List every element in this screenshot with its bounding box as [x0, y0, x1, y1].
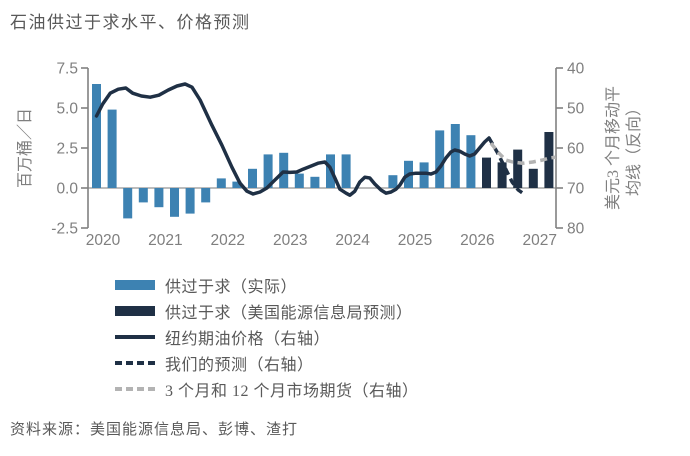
y-left-tick-label: 2.5	[56, 141, 78, 158]
legend-swatch-bar-light	[115, 280, 155, 290]
legend-label: 纽约期油价格（右轴）	[165, 331, 331, 348]
bar-actual	[466, 135, 476, 188]
bar-actual	[388, 175, 398, 188]
y-left-tick-label: 0.0	[56, 181, 78, 198]
chart-title: 石油供过于求水平、价格预测	[10, 13, 251, 32]
legend-item-0: 供过于求（实际）	[115, 272, 419, 298]
right-axis-title: 美元3 个月移动平 均线（反向）	[604, 86, 643, 210]
y-right-tick-label: 60	[567, 141, 585, 158]
y-left-tick-label: 5.0	[56, 101, 78, 118]
bar-actual	[201, 188, 211, 203]
wti-price-line	[94, 82, 491, 197]
x-tick-label: 2022	[211, 232, 245, 249]
y-left-tick-label: 7.5	[56, 61, 78, 78]
bar-forecast	[482, 157, 491, 188]
oil-chart-svg: 7.5 5.0 2.5 0.0 -2.5 40 50 60 70 80 2020 2021 2022 20…	[16, 61, 643, 250]
y-right-tick-label: 70	[567, 181, 585, 198]
bar-forecast	[544, 132, 554, 188]
legend-label: 供过于求（实际）	[165, 279, 298, 296]
legend-label: 供过于求（美国能源信息局预测）	[165, 305, 413, 322]
legend-item-1: 供过于求（美国能源信息局预测）	[115, 298, 419, 324]
futures-line	[489, 142, 557, 165]
legend-label: 我们的预测（右轴）	[165, 357, 314, 374]
x-tick-label: 2021	[148, 232, 182, 249]
bar-actual	[92, 84, 101, 188]
x-tick-label: 2027	[523, 232, 557, 249]
bar-forecast	[497, 162, 507, 188]
bar-actual	[107, 109, 117, 188]
legend-label: 3 个月和 12 个月市场期货（右轴）	[165, 383, 419, 400]
bar-actual	[185, 188, 195, 214]
chart-area: 7.5 5.0 2.5 0.0 -2.5 40 50 60 70 80 2020 2021 2022 20…	[0, 52, 690, 262]
legend-item-2: 纽约期油价格（右轴）	[115, 324, 419, 350]
x-tick-label: 2026	[460, 232, 494, 249]
bar-actual	[138, 188, 148, 203]
bar-actual	[248, 168, 257, 188]
bar-actual	[170, 188, 179, 217]
x-tick-label: 2025	[398, 232, 432, 249]
y-left-tick-label: -2.5	[51, 221, 78, 238]
bar-actual	[419, 162, 429, 188]
bar-actual	[216, 178, 226, 188]
bar-actual	[232, 181, 242, 188]
legend-swatch-line-dashed-dark	[115, 361, 155, 365]
x-tick-label: 2023	[273, 232, 307, 249]
x-tick-label: 2020	[86, 232, 121, 249]
our-forecast-line	[487, 137, 525, 196]
bar-actual	[294, 173, 304, 188]
bar-actual	[263, 154, 273, 188]
bar-forecast	[528, 168, 538, 188]
legend-item-4: 3 个月和 12 个月市场期货（右轴）	[115, 376, 419, 402]
bar-forecast	[513, 149, 523, 188]
legend-item-3: 我们的预测（右轴）	[115, 350, 419, 376]
bar-actual	[123, 188, 133, 219]
bar-actual	[310, 176, 320, 188]
legend: 供过于求（实际） 供过于求（美国能源信息局预测） 纽约期油价格（右轴） 我们的预测（右…	[115, 272, 419, 402]
left-axis-title: 百万桶／日	[16, 108, 34, 188]
legend-swatch-line-solid	[115, 335, 155, 339]
legend-swatch-bar-dark	[115, 306, 155, 316]
bar-actual	[450, 124, 460, 188]
y-right-tick-label: 40	[567, 61, 585, 78]
x-tick-label: 2024	[335, 232, 370, 249]
bar-actual	[435, 130, 445, 188]
source-note: 资料来源：美国能源信息局、彭博、渣打	[10, 422, 299, 438]
y-right-tick-label: 80	[567, 221, 585, 238]
legend-swatch-line-dashed-gray	[115, 387, 155, 391]
y-right-tick-label: 50	[567, 101, 585, 118]
bar-actual	[154, 188, 164, 208]
bar-actual	[341, 154, 351, 188]
